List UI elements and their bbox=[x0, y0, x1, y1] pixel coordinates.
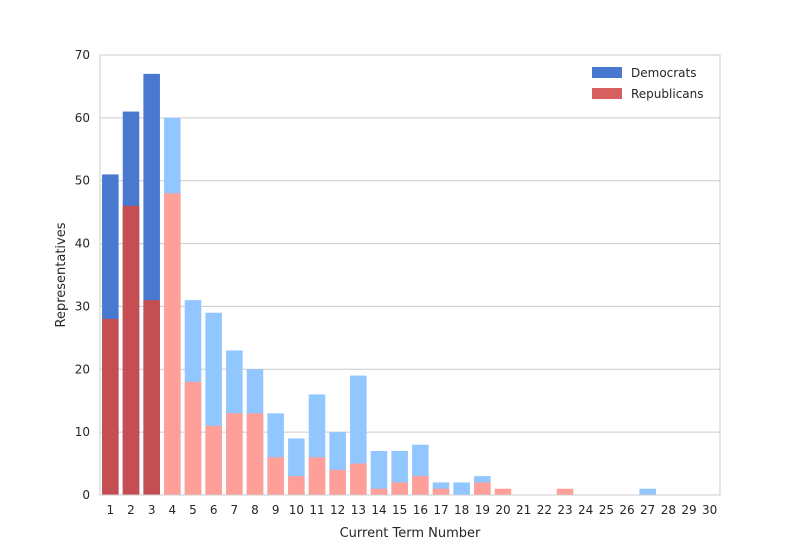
y-tick-labels: 0 10 20 30 40 50 60 70 bbox=[75, 48, 90, 502]
bar-republicans-16 bbox=[412, 476, 429, 495]
x-tick-label: 19 bbox=[475, 503, 490, 517]
x-tick-label: 11 bbox=[309, 503, 324, 517]
x-tick-label: 4 bbox=[169, 503, 177, 517]
x-tick-label: 16 bbox=[413, 503, 428, 517]
x-tick-label: 26 bbox=[619, 503, 634, 517]
x-tick-label: 7 bbox=[231, 503, 239, 517]
bar-republicans-9 bbox=[267, 457, 284, 495]
x-tick-label: 13 bbox=[351, 503, 366, 517]
x-tick-label: 6 bbox=[210, 503, 218, 517]
y-tick-label: 30 bbox=[75, 299, 90, 313]
bars bbox=[102, 73, 656, 496]
x-tick-label: 8 bbox=[251, 503, 259, 517]
bar-republicans-15 bbox=[391, 482, 408, 495]
x-tick-label: 1 bbox=[107, 503, 115, 517]
bar-republicans-3 bbox=[143, 300, 160, 495]
x-tick-label: 25 bbox=[599, 503, 614, 517]
x-tick-label: 3 bbox=[148, 503, 156, 517]
bar-republicans-20 bbox=[494, 488, 512, 495]
legend-swatch-democrats bbox=[592, 67, 622, 78]
bar-republicans-23 bbox=[556, 488, 574, 495]
x-tick-label: 5 bbox=[189, 503, 197, 517]
x-tick-label: 10 bbox=[289, 503, 304, 517]
bar-democrats-14 bbox=[370, 451, 388, 495]
plot-frame bbox=[99, 54, 721, 496]
x-tick-label: 30 bbox=[702, 503, 717, 517]
x-tick-label: 12 bbox=[330, 503, 345, 517]
bar-republicans-13 bbox=[350, 463, 367, 495]
x-tick-label: 21 bbox=[516, 503, 531, 517]
x-tick-label: 27 bbox=[640, 503, 655, 517]
legend-label-democrats: Democrats bbox=[631, 66, 697, 80]
x-tick-label: 24 bbox=[578, 503, 593, 517]
y-axis-label: Representatives bbox=[54, 222, 69, 327]
y-tick-label: 60 bbox=[75, 111, 90, 125]
grid-lines bbox=[100, 54, 720, 496]
y-tick-label: 50 bbox=[75, 174, 90, 188]
x-tick-label: 23 bbox=[557, 503, 572, 517]
bar-republicans-11 bbox=[308, 457, 326, 495]
y-tick-label: 20 bbox=[75, 362, 90, 376]
y-tick-label: 10 bbox=[75, 425, 90, 439]
legend-swatch-republicans bbox=[592, 88, 622, 99]
y-tick-label: 0 bbox=[82, 488, 90, 502]
bar-republicans-2 bbox=[122, 205, 140, 495]
x-tick-label: 17 bbox=[433, 503, 448, 517]
x-tick-labels: 1 2 3 4 5 6 7 8 9 10 11 12 13 14 15 16 17 18 19 20 21 22 23 24 2… bbox=[107, 503, 718, 517]
x-tick-label: 2 bbox=[127, 503, 135, 517]
x-tick-label: 18 bbox=[454, 503, 469, 517]
x-tick-label: 22 bbox=[537, 503, 552, 517]
y-tick-label: 70 bbox=[75, 48, 90, 62]
x-tick-label: 28 bbox=[661, 503, 676, 517]
y-tick-label: 40 bbox=[75, 237, 90, 251]
legend: Democrats Republicans bbox=[592, 66, 704, 101]
bar-republicans-1 bbox=[102, 319, 119, 495]
bar-republicans-12 bbox=[329, 469, 346, 495]
bar-republicans-4 bbox=[164, 193, 181, 496]
bar-republicans-10 bbox=[288, 476, 305, 495]
bar-republicans-14 bbox=[370, 488, 388, 495]
x-tick-label: 15 bbox=[392, 503, 407, 517]
bar-republicans-7 bbox=[226, 413, 243, 495]
bar-republicans-8 bbox=[246, 413, 264, 495]
x-tick-label: 9 bbox=[272, 503, 280, 517]
bar-democrats-27 bbox=[639, 488, 656, 495]
bar-republicans-6 bbox=[205, 425, 222, 495]
bar-republicans-19 bbox=[474, 482, 491, 495]
bar-republicans-17 bbox=[432, 488, 450, 495]
x-tick-label: 20 bbox=[495, 503, 510, 517]
bar-democrats-18 bbox=[453, 482, 470, 495]
legend-label-republicans: Republicans bbox=[631, 87, 704, 101]
x-tick-label: 14 bbox=[371, 503, 386, 517]
x-tick-label: 29 bbox=[681, 503, 696, 517]
x-axis-label: Current Term Number bbox=[340, 526, 481, 541]
bar-republicans-5 bbox=[184, 381, 202, 495]
